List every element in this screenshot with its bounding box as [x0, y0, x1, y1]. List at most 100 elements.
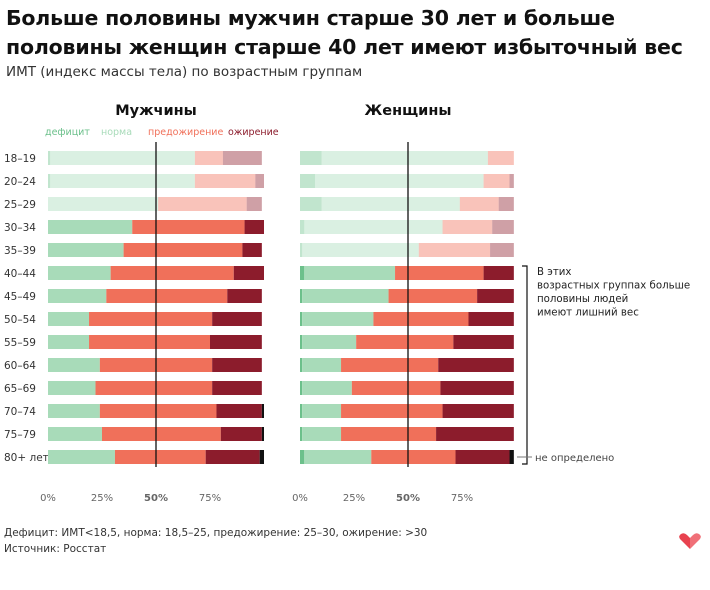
category-label: 65–69 — [4, 383, 36, 395]
bracket — [522, 265, 528, 465]
panel-title: Женщины — [365, 103, 452, 119]
x-tick-label: 50% — [396, 493, 420, 504]
bar-segment-deficit — [300, 404, 303, 418]
bar-segment-obese — [440, 381, 514, 395]
chart-area: дефицит норма предожирение ожирение 18–19 20–… — [4, 103, 690, 504]
bar-segment-obese — [216, 404, 262, 418]
bar-segment-obese — [509, 174, 514, 188]
category-label: 35–39 — [4, 245, 36, 257]
bar-segment-deficit — [300, 220, 305, 234]
legend-pre-obesity: предожирение — [148, 127, 223, 138]
bar-segment-obese — [455, 450, 510, 464]
bracket-annotation-line: возрастных группах больше — [537, 281, 690, 292]
footer-source: Источник: Росстат — [4, 543, 107, 555]
bar-segment-obese — [492, 220, 514, 234]
bar-segment-pre — [371, 450, 456, 464]
bar-segment-obese — [442, 404, 514, 418]
category-label: 40–44 — [4, 268, 36, 280]
bar-segment-obese — [242, 243, 262, 257]
bar-segment-normal — [48, 312, 90, 326]
category-label: 25–29 — [4, 199, 36, 211]
bar-segment-normal — [48, 266, 111, 280]
bar-segment-obese — [255, 174, 264, 188]
bar-segment-normal — [48, 427, 102, 441]
bar-segment-deficit — [300, 197, 322, 211]
undetermined-label: не определено — [535, 453, 614, 464]
bar-segment-normal — [302, 312, 374, 326]
x-tick-label: 75% — [451, 493, 473, 504]
category-label: 20–24 — [4, 176, 36, 188]
bar-segment-obese — [244, 220, 264, 234]
bracket-annotation-line: половины людей — [537, 294, 628, 305]
bracket-annotation: В этих возрастных группах больше половины … — [537, 267, 690, 319]
bracket-annotation-line: В этих — [537, 267, 571, 278]
bar-segment-pre — [89, 335, 210, 349]
bar-segment-pre — [418, 243, 491, 257]
bar-segment-pre — [99, 404, 217, 418]
bar-segment-normal — [302, 358, 342, 372]
bar-segment-pre — [102, 427, 221, 441]
bar-segment-normal — [302, 335, 357, 349]
bar-segment-normal — [48, 243, 124, 257]
bar-segment-obese — [212, 381, 262, 395]
bar-segment-normal — [302, 289, 389, 303]
bar-segment-normal — [321, 151, 488, 165]
x-tick-label: 25% — [91, 493, 113, 504]
x-tick-label: 0% — [292, 493, 308, 504]
legend-normal: норма — [101, 127, 132, 138]
bar-segment-normal — [48, 220, 133, 234]
bar-segment-pre — [356, 335, 454, 349]
bar-segment-obese — [222, 151, 262, 165]
bar-segment-pre — [158, 197, 247, 211]
bar-segment-undetermined — [261, 404, 264, 418]
bar-segment-pre — [194, 151, 223, 165]
x-tick-label: 50% — [144, 493, 168, 504]
bracket-annotation-line: имеют лишний вес — [537, 308, 639, 319]
bar-segment-pre — [132, 220, 245, 234]
bar-segment-obese — [220, 427, 262, 441]
bar-segment-obese — [227, 289, 262, 303]
category-label: 50–54 — [4, 314, 36, 326]
bar-segment-obese — [498, 197, 514, 211]
bar-segment-normal — [48, 197, 159, 211]
bar-segment-pre — [341, 427, 437, 441]
bar-segment-pre — [89, 312, 213, 326]
bar-segment-pre — [341, 358, 439, 372]
bar-segment-pre — [459, 197, 499, 211]
bar-segment-pre — [114, 450, 206, 464]
bar-segment-deficit — [300, 312, 303, 326]
category-label: 55–59 — [4, 337, 36, 349]
chart-title: Больше половины мужчин старше 30 лет и б… — [6, 6, 683, 59]
bar-segment-obese — [205, 450, 260, 464]
bar-segment-normal — [48, 289, 107, 303]
bar-segment-undetermined — [509, 450, 514, 464]
bar-segment-obese — [246, 197, 262, 211]
legend-obesity: ожирение — [228, 127, 279, 138]
bar-segment-deficit — [300, 358, 303, 372]
bar-segment-obese — [477, 289, 514, 303]
bar-segment-normal — [48, 450, 115, 464]
bar-segment-deficit — [300, 174, 316, 188]
x-tick-label: 0% — [40, 493, 56, 504]
bar-segment-pre — [194, 174, 256, 188]
category-label: 75–79 — [4, 429, 36, 441]
category-label: 70–74 — [4, 406, 36, 418]
category-label: 45–49 — [4, 291, 36, 303]
bar-segment-pre — [110, 266, 234, 280]
bar-segment-deficit — [300, 381, 303, 395]
bar-segment-normal — [304, 266, 396, 280]
bar-segment-obese — [490, 243, 514, 257]
bar-segment-deficit — [48, 174, 51, 188]
bar-segment-deficit — [300, 450, 305, 464]
bar-segment-normal — [48, 358, 100, 372]
bar-segment-normal — [304, 450, 372, 464]
x-tick-label: 75% — [199, 493, 221, 504]
bar-segment-normal — [48, 335, 90, 349]
bar-segment-pre — [373, 312, 469, 326]
category-label: 30–34 — [4, 222, 36, 234]
bar-segment-obese — [210, 335, 262, 349]
bar-segment-deficit — [300, 151, 322, 165]
bar-segment-pre — [341, 404, 443, 418]
bar-segment-normal — [48, 381, 96, 395]
legend-deficit: дефицит — [45, 127, 90, 138]
